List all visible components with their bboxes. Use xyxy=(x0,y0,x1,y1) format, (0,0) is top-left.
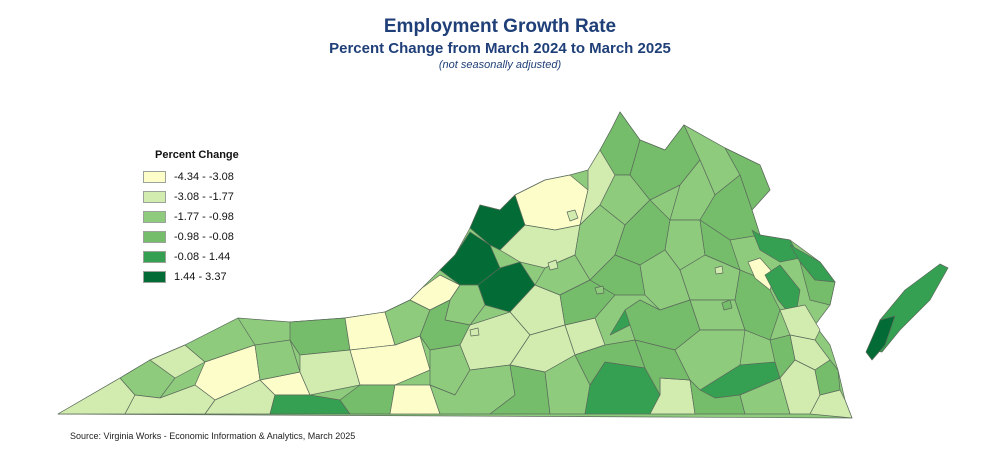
legend-label: -4.34 - -3.08 xyxy=(174,171,234,183)
region-t-10 xyxy=(809,389,853,419)
legend-label: -0.08 - 1.44 xyxy=(174,251,231,263)
city-outline-4 xyxy=(714,265,724,275)
region-p-1 xyxy=(514,174,589,231)
legend-swatch xyxy=(143,271,166,283)
source-note: Source: Virginia Works - Economic Inform… xyxy=(70,431,356,441)
region-t-3 xyxy=(764,264,801,321)
legend-swatch xyxy=(143,191,166,203)
region-sw-9 xyxy=(269,394,351,415)
legend-title: Percent Change xyxy=(155,149,239,161)
map-subtitle: Percent Change from March 2024 to March … xyxy=(329,40,671,57)
region-t-5 xyxy=(799,261,836,306)
legend: Percent Change -4.34 - -3.08 -3.08 - -1.… xyxy=(143,149,273,287)
map-title: Employment Growth Rate xyxy=(383,16,617,37)
region-t-11 xyxy=(814,359,841,396)
city-outline-1 xyxy=(566,209,579,222)
legend-label: -1.77 - -0.98 xyxy=(174,211,234,223)
city-outline-3 xyxy=(594,285,605,295)
legend-item: -4.34 - -3.08 xyxy=(143,167,273,187)
region-sw-11 xyxy=(289,317,351,356)
legend-label: -0.98 - -0.08 xyxy=(174,231,234,243)
city-outline-5 xyxy=(721,299,733,311)
region-p-11 xyxy=(724,147,771,211)
map-note: (not seasonally adjusted) xyxy=(438,59,562,71)
legend-swatch xyxy=(143,251,166,263)
region-t-6 xyxy=(779,304,821,341)
legend-label: 1.44 - 3.37 xyxy=(174,271,227,283)
legend-item: -0.98 - -0.08 xyxy=(143,227,273,247)
eastern-shore-south xyxy=(865,315,896,361)
legend-swatch xyxy=(143,171,166,183)
legend-item: -3.08 - -1.77 xyxy=(143,187,273,207)
region-c-6 xyxy=(489,364,551,415)
region-sw-1 xyxy=(57,377,136,415)
legend-swatch xyxy=(143,211,166,223)
legend-item: 1.44 - 3.37 xyxy=(143,267,273,287)
region-sw-2 xyxy=(119,359,176,399)
city-outline-2 xyxy=(547,259,559,271)
legend-swatch xyxy=(143,231,166,243)
legend-item: -0.08 - 1.44 xyxy=(143,247,273,267)
city-outline-6 xyxy=(469,327,480,337)
legend-item: -1.77 - -0.98 xyxy=(143,207,273,227)
legend-label: -3.08 - -1.77 xyxy=(174,191,234,203)
